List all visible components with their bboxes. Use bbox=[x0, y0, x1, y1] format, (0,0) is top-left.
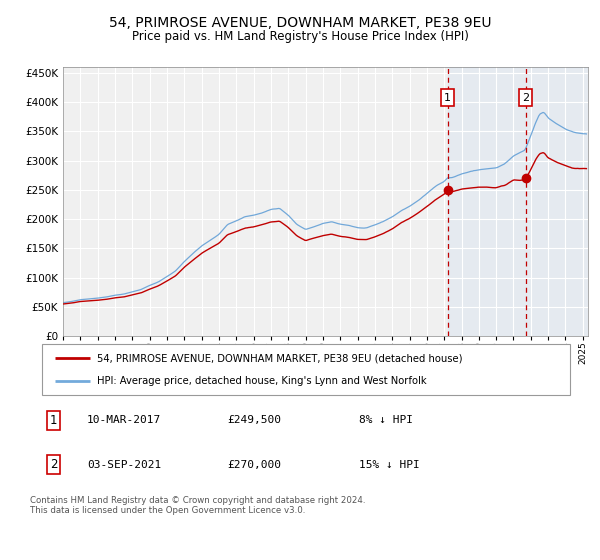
Text: Contains HM Land Registry data © Crown copyright and database right 2024.
This d: Contains HM Land Registry data © Crown c… bbox=[30, 496, 365, 515]
Text: HPI: Average price, detached house, King's Lynn and West Norfolk: HPI: Average price, detached house, King… bbox=[97, 376, 427, 386]
Bar bbox=[448, 67, 600, 336]
Text: 8% ↓ HPI: 8% ↓ HPI bbox=[359, 415, 413, 425]
Text: 1: 1 bbox=[50, 414, 58, 427]
Text: 03-SEP-2021: 03-SEP-2021 bbox=[87, 460, 161, 470]
Text: 1: 1 bbox=[444, 92, 451, 102]
Text: 54, PRIMROSE AVENUE, DOWNHAM MARKET, PE38 9EU: 54, PRIMROSE AVENUE, DOWNHAM MARKET, PE3… bbox=[109, 16, 491, 30]
Text: 10-MAR-2017: 10-MAR-2017 bbox=[87, 415, 161, 425]
Text: £270,000: £270,000 bbox=[227, 460, 281, 470]
Text: 2: 2 bbox=[50, 459, 58, 472]
Text: 54, PRIMROSE AVENUE, DOWNHAM MARKET, PE38 9EU (detached house): 54, PRIMROSE AVENUE, DOWNHAM MARKET, PE3… bbox=[97, 353, 463, 363]
Text: 2: 2 bbox=[522, 92, 529, 102]
Text: £249,500: £249,500 bbox=[227, 415, 281, 425]
FancyBboxPatch shape bbox=[42, 344, 570, 395]
Text: Price paid vs. HM Land Registry's House Price Index (HPI): Price paid vs. HM Land Registry's House … bbox=[131, 30, 469, 43]
Text: 15% ↓ HPI: 15% ↓ HPI bbox=[359, 460, 419, 470]
